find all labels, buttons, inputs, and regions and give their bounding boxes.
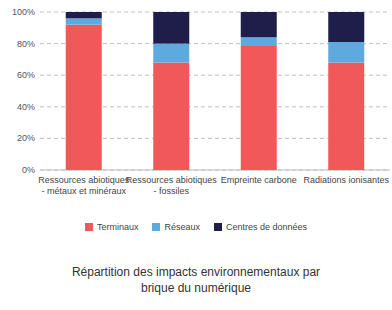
x-tick-label: Radiations ionisantes — [300, 175, 392, 186]
y-tick-label: 80% — [17, 39, 35, 49]
bar-segment — [241, 37, 277, 45]
legend-item: Réseaux — [152, 222, 200, 232]
bar-segment — [153, 12, 189, 44]
legend-swatch — [214, 223, 222, 231]
y-tick-label: 40% — [17, 102, 35, 112]
bar-segment — [153, 63, 189, 170]
y-tick-label: 100% — [12, 7, 35, 17]
x-tick-label: Ressources abiotiques - métaux et minéra… — [38, 175, 130, 197]
bar-segment — [66, 25, 102, 170]
x-tick-label: Ressources abiotiques - fossiles — [125, 175, 217, 197]
bar-segment — [328, 42, 364, 63]
bar-segment — [66, 18, 102, 24]
legend-label: Réseaux — [164, 222, 200, 232]
legend-label: Centres de données — [226, 222, 307, 232]
bar-segment — [328, 12, 364, 42]
legend: Terminaux Réseaux Centres de données — [0, 222, 392, 232]
legend-item: Centres de données — [214, 222, 307, 232]
y-tick-label: 20% — [17, 133, 35, 143]
title: Répartition des impacts environnementaux… — [70, 264, 322, 296]
bar-segment — [328, 63, 364, 170]
bar-segment — [153, 44, 189, 63]
y-tick-label: 60% — [17, 70, 35, 80]
legend-swatch — [152, 223, 160, 231]
y-tick-label: 0% — [22, 165, 35, 175]
bar-segment — [66, 12, 102, 18]
x-tick-label: Empreinte carbone — [213, 175, 305, 186]
legend-item: Terminaux — [85, 222, 139, 232]
bars — [66, 12, 365, 170]
legend-swatch — [85, 223, 93, 231]
chart: 0% 20% 40% 60% 80% 100% — [0, 0, 392, 310]
bar-segment — [241, 45, 277, 170]
legend-label: Terminaux — [97, 222, 139, 232]
bar-segment — [241, 12, 277, 37]
